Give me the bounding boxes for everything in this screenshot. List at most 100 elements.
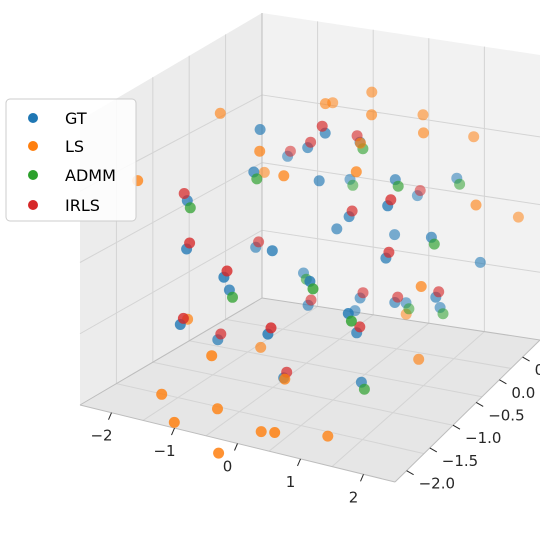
ls-point-2 <box>258 166 270 178</box>
y-tick-label-1: −1.5 <box>442 452 478 470</box>
x-tick-label-0: −2 <box>90 427 112 445</box>
ls-point-5 <box>212 403 223 415</box>
floor-grid-x-3 <box>331 331 485 467</box>
axes-gridlines <box>79 21 540 467</box>
irls-point-6 <box>253 236 265 248</box>
ls-point-21 <box>355 137 366 149</box>
floor-grid-y-1 <box>152 361 454 426</box>
irls-point-19 <box>385 194 397 206</box>
floor-pane <box>80 298 540 482</box>
legend-marker-admm <box>28 170 38 180</box>
back-grid-z-0 <box>261 229 540 273</box>
admm-point-3 <box>392 180 404 192</box>
ls-point-18 <box>512 211 524 223</box>
legend-marker-gt <box>28 113 38 123</box>
legend-label-gt: GT <box>65 109 87 128</box>
back-grid-z-2 <box>261 94 540 138</box>
irls-point-15 <box>284 145 296 157</box>
left-grid-z-0 <box>79 229 263 335</box>
admm-point-0 <box>184 202 196 214</box>
x-tick-3 <box>297 458 301 467</box>
irls-point-4 <box>346 205 358 217</box>
irls-point-8 <box>357 287 369 299</box>
admm-point-6 <box>403 303 415 315</box>
irls-point-1 <box>184 237 196 249</box>
irls-point-9 <box>392 291 404 303</box>
irls-point-13 <box>265 322 277 334</box>
x-tick-1 <box>171 427 175 436</box>
gt-point-38 <box>331 223 343 235</box>
x-tick-2 <box>234 443 238 451</box>
floor-grid-y-2 <box>189 340 483 398</box>
x-tick-label-4: 2 <box>349 488 359 506</box>
admm-point-1 <box>251 173 263 185</box>
irls-point-2 <box>305 136 317 148</box>
ls-point-1 <box>214 107 226 119</box>
ls-point-14 <box>418 127 429 139</box>
y-tick-2 <box>452 424 461 430</box>
ls-point-8 <box>269 427 281 438</box>
irls-point-0 <box>178 188 190 199</box>
ls-point-17 <box>470 199 482 211</box>
floor-left-edge <box>79 297 263 406</box>
ls-point-10 <box>319 98 331 110</box>
floor-grid-x-0 <box>142 305 318 421</box>
gt-point-23 <box>266 245 278 257</box>
admm-point-10 <box>345 315 357 327</box>
irls-point-20 <box>215 328 227 340</box>
ls-point-13 <box>417 109 429 121</box>
ls-point-4 <box>168 416 180 428</box>
legend-label-ls: LS <box>65 137 84 156</box>
gt-point-19 <box>474 256 486 268</box>
ls-point-25 <box>255 341 267 353</box>
ls-point-3 <box>156 388 168 400</box>
axes-panes <box>80 13 540 482</box>
ls-point-16 <box>468 131 480 143</box>
admm-point-7 <box>437 308 449 320</box>
legend-label-irls: IRLS <box>65 196 100 215</box>
y-tick-label-3: −0.5 <box>488 406 524 424</box>
y-tick-0 <box>406 470 414 476</box>
admm-point-9 <box>307 283 319 295</box>
x-tick-0 <box>108 412 112 420</box>
legend: GT LS ADMM IRLS <box>5 98 137 222</box>
y-tick-3 <box>475 402 484 407</box>
legend-marker-ls <box>28 141 38 151</box>
y-tick-label-2: −1.0 <box>465 429 501 447</box>
ls-point-23 <box>254 145 266 157</box>
irls-point-5 <box>383 246 395 258</box>
gt-point-4 <box>313 175 325 187</box>
irls-point-14 <box>354 321 366 333</box>
x-tick-label-1: −1 <box>153 442 175 460</box>
ls-point-6 <box>213 447 225 459</box>
irls-point-7 <box>305 294 317 306</box>
gt-point-34 <box>254 124 266 135</box>
legend-frame <box>5 98 137 222</box>
y-tick-label-0: −2.0 <box>419 475 455 493</box>
ls-point-27 <box>413 353 425 365</box>
y-tick-label-5: 0 <box>535 361 540 379</box>
irls-point-11 <box>177 312 189 324</box>
ls-point-11 <box>366 86 378 98</box>
y-tick-1 <box>429 447 438 453</box>
y-tick-4 <box>499 379 507 385</box>
back-pane <box>262 13 540 340</box>
admm-point-13 <box>358 383 370 395</box>
irls-point-10 <box>433 286 445 298</box>
x-tick-4 <box>360 474 364 482</box>
ls-point-20 <box>278 170 290 182</box>
ls-point-22 <box>350 166 362 178</box>
ls-point-12 <box>366 109 378 121</box>
x-tick-label-2: 0 <box>223 458 233 476</box>
admm-point-12 <box>454 178 466 190</box>
y-tick-label-4: 0.0 <box>511 384 535 402</box>
admm-point-8 <box>227 291 238 303</box>
ls-point-28 <box>206 350 218 362</box>
admm-point-4 <box>428 238 440 250</box>
y-axis-line <box>394 339 540 483</box>
admm-point-11 <box>347 179 359 191</box>
irls-point-16 <box>414 185 426 196</box>
floor-grid-x-2 <box>268 322 430 452</box>
